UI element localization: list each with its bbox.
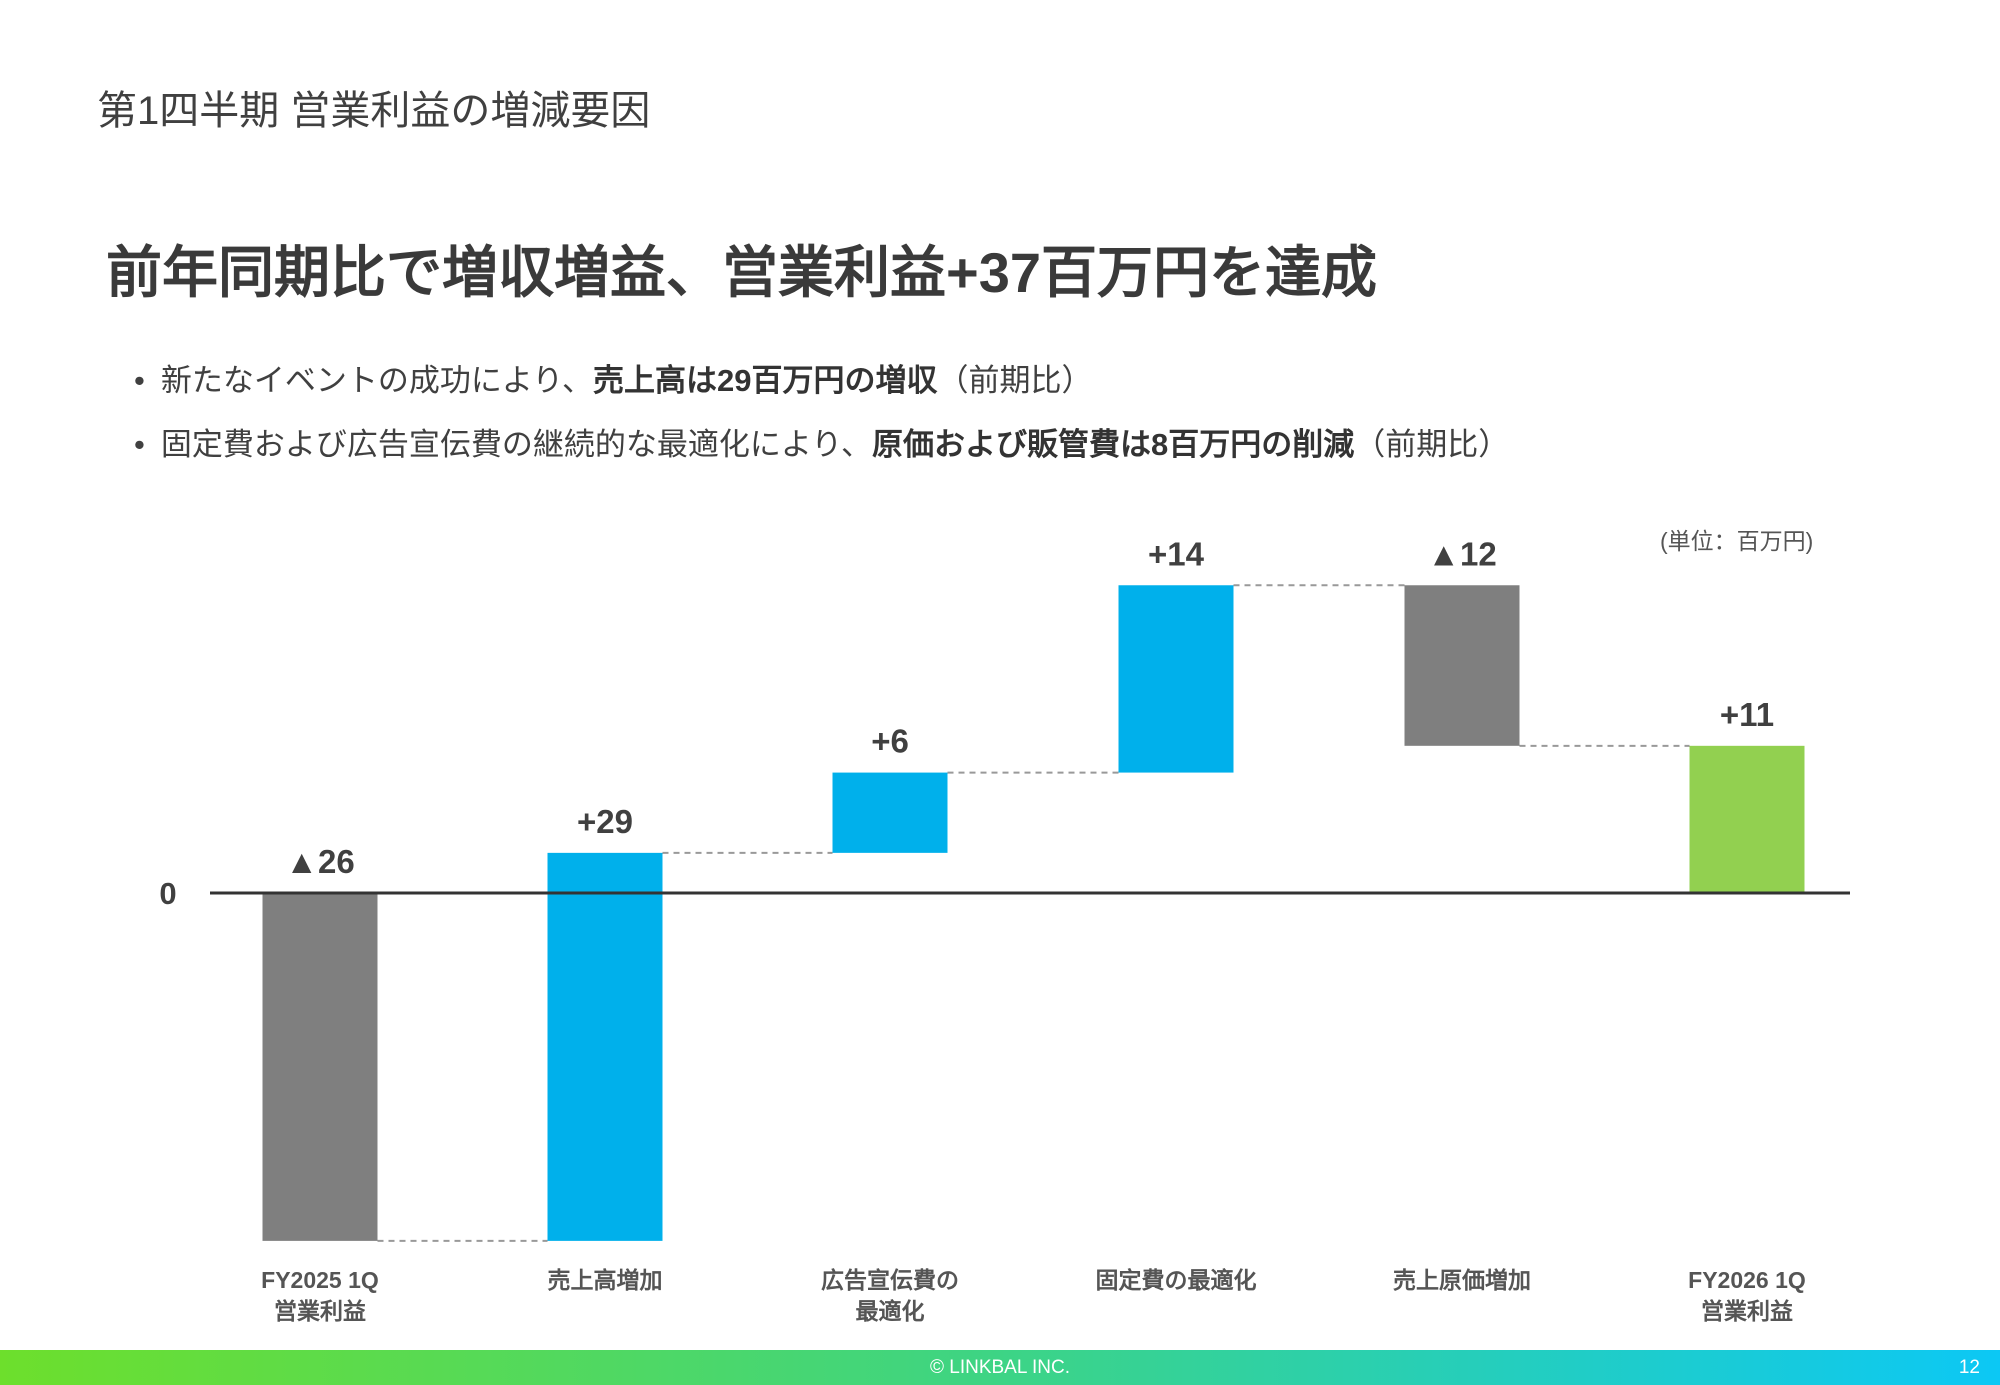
bar [547,852,663,1241]
category-label: 営業利益 [274,1298,366,1324]
copyright: © LINKBAL INC. [929,1357,1070,1378]
data-label: +11 [1720,696,1774,733]
category-label: FY2025 1Q [261,1267,379,1293]
data-label: ▲12 [1427,535,1496,572]
bullet-suffix: （前期比） [937,363,1093,398]
bullet-suffix: （前期比） [1354,427,1510,462]
bullet-marker: • [134,363,145,398]
data-label: +6 [871,723,909,760]
bullet-text: 固定費および広告宣伝費の継続的な最適化により、 [160,427,872,462]
unit-label: (単位：百万円) [1660,528,1814,554]
bar [262,893,378,1241]
bullet-marker: • [134,427,145,462]
bullet-bold: 原価および販管費は8百万円の削減 [872,427,1355,462]
bullet-item: • 新たなイベントの成功により、売上高は29百万円の増収（前期比） [134,355,1092,400]
bullet-item: • 固定費および広告宣伝費の継続的な最適化により、原価および販管費は8百万円の削減… [134,419,1509,464]
bullet-bold: 売上高は29百万円の増収 [593,363,938,398]
headline: 前年同期比で増収増益、営業利益+37百万円を達成 [106,241,1377,304]
data-label: +14 [1148,535,1205,572]
bar [1689,745,1805,893]
category-label: 広告宣伝費の [821,1267,959,1293]
category-label: 売上原価増加 [1393,1267,1531,1293]
category-label: 固定費の最適化 [1096,1267,1257,1293]
data-label: ▲26 [285,843,354,880]
category-label: FY2026 1Q [1688,1267,1806,1293]
section-title: 第1四半期 営業利益の増減要因 [97,89,651,133]
category-label: 売上高増加 [548,1267,663,1293]
bar [1118,585,1234,773]
category-label: 最適化 [856,1298,925,1324]
page-number: 12 [1958,1357,1980,1378]
bar [1404,585,1520,746]
zero-label: 0 [159,876,176,911]
bar [832,772,948,853]
bullet-text: 新たなイベントの成功により、 [160,363,593,398]
footer: © LINKBAL INC. 12 [0,1350,2000,1385]
category-label: 営業利益 [1701,1298,1793,1324]
data-label: +29 [577,803,633,840]
